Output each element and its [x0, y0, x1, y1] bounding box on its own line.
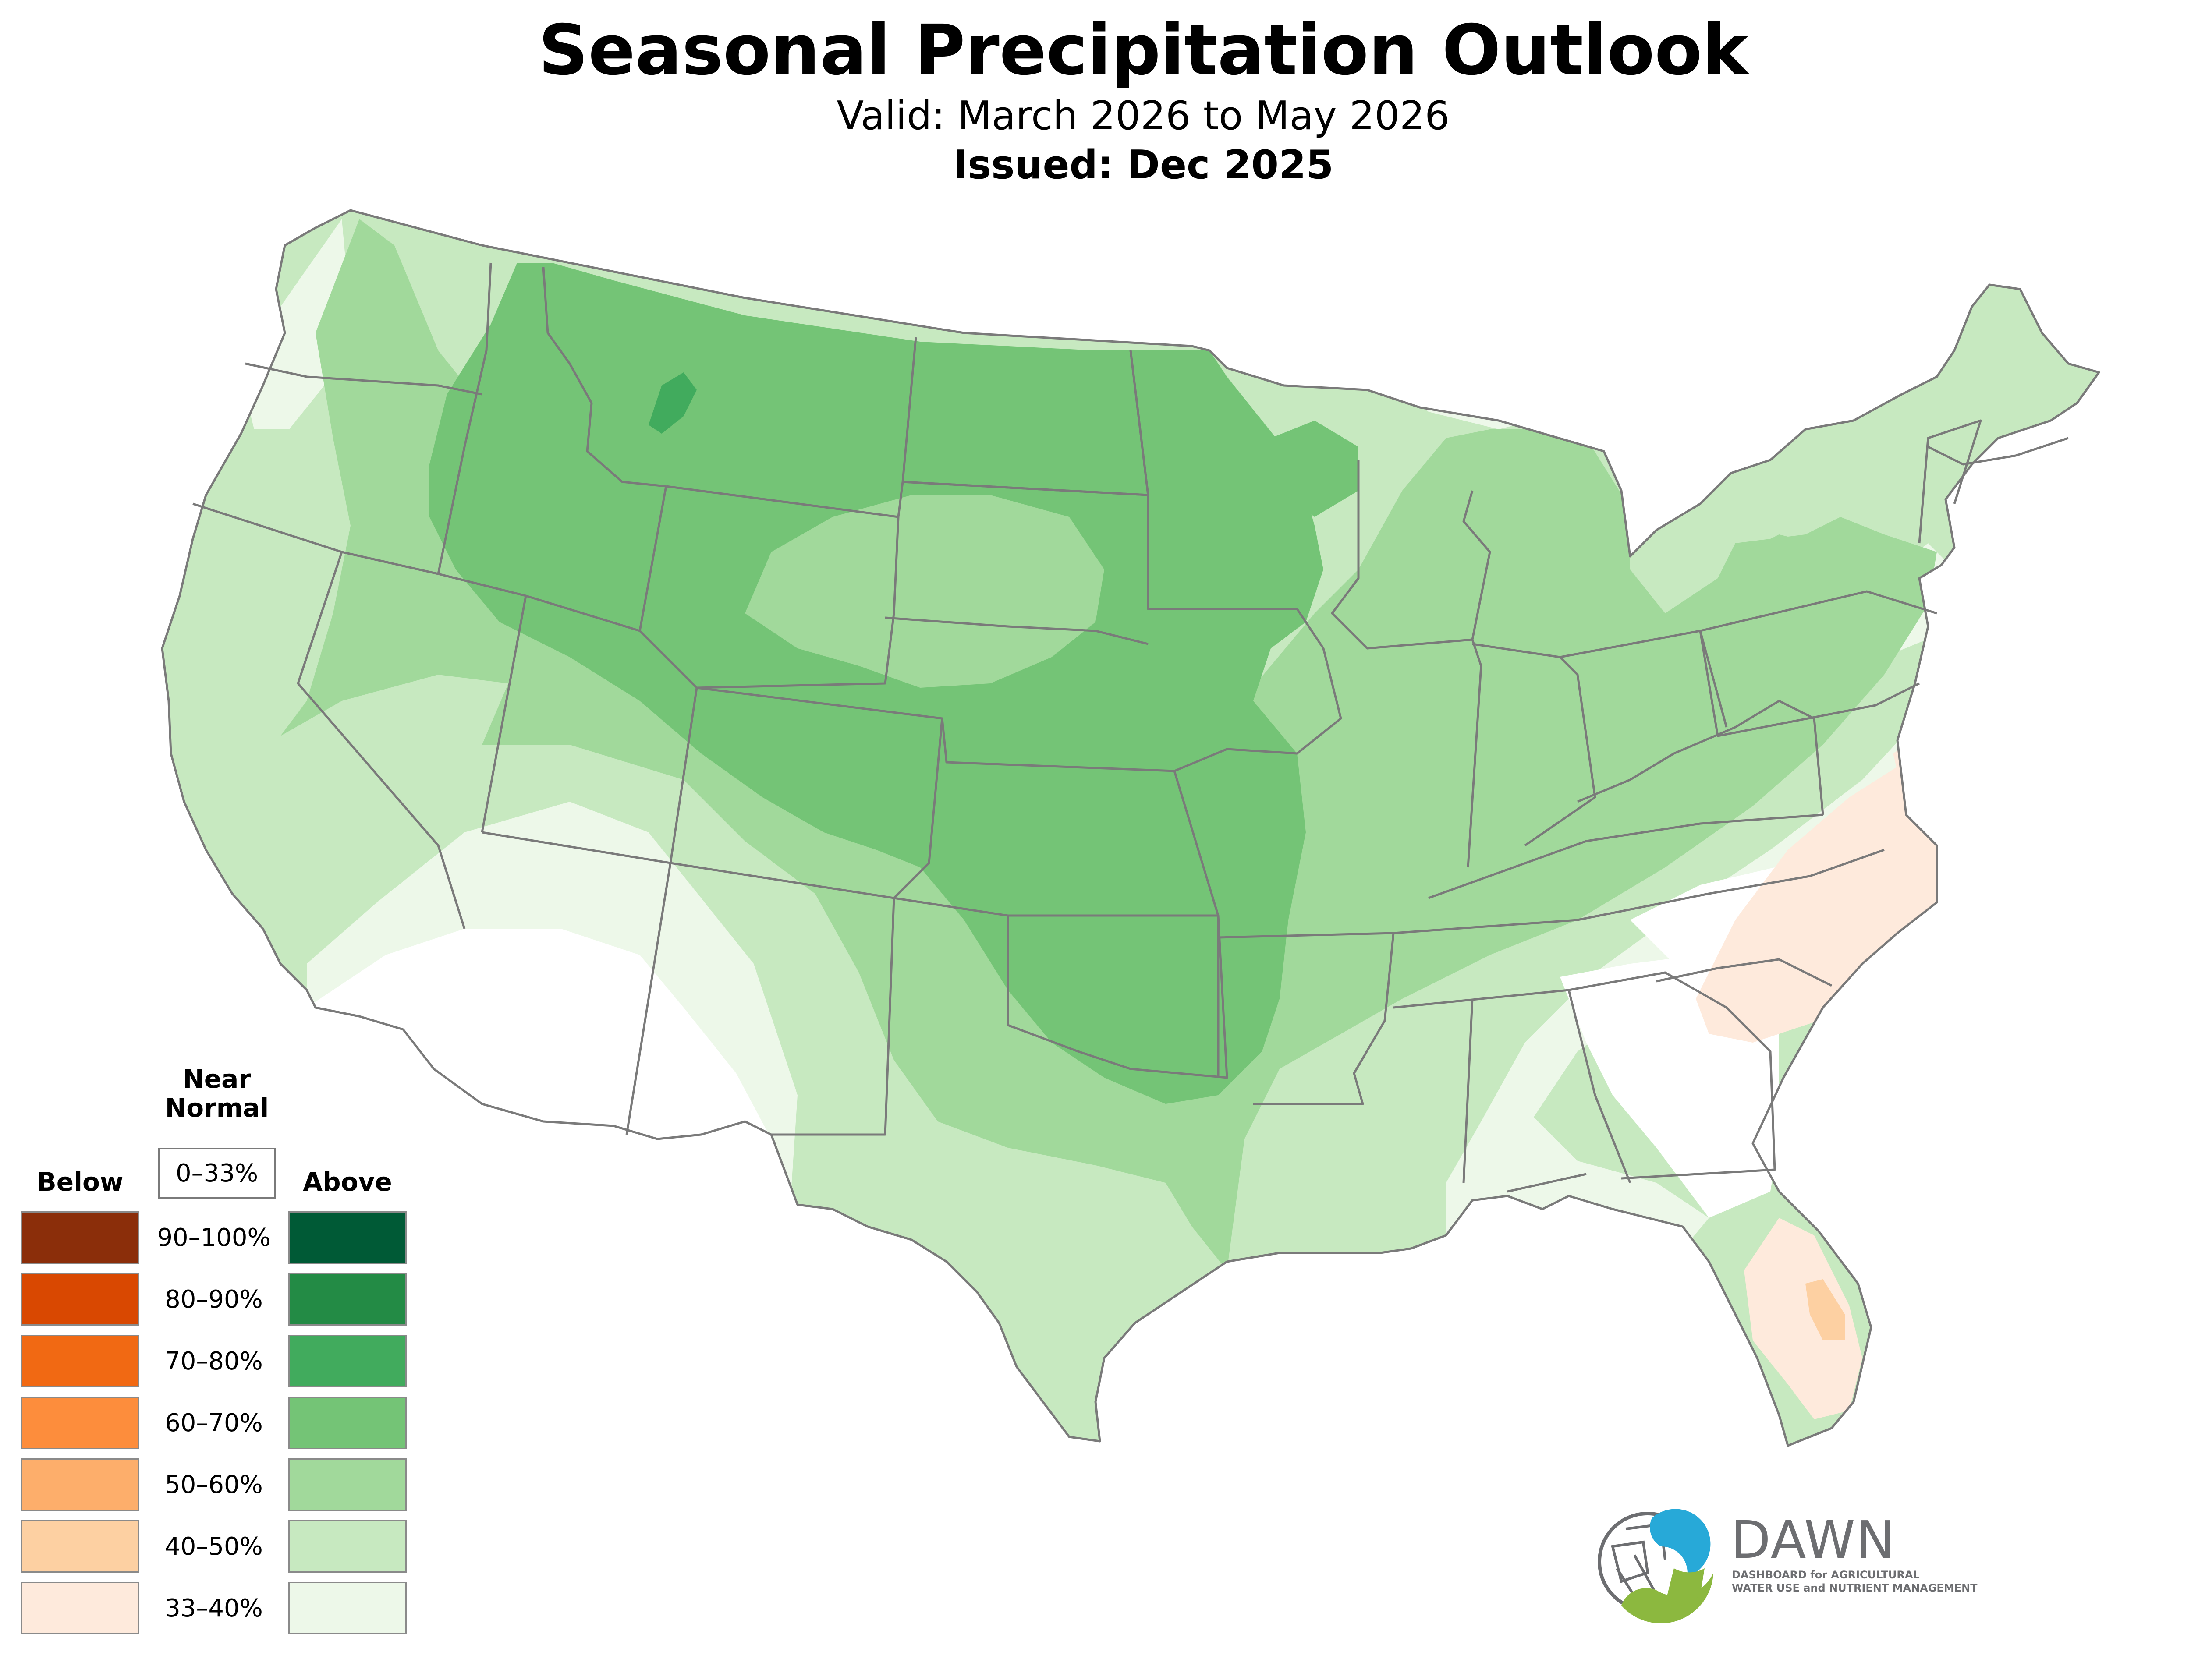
- border-idaho: [437, 262, 526, 597]
- border-va-wv: [1577, 700, 1824, 815]
- legend-swatch-above: [288, 1582, 407, 1634]
- legend-swatch-above: [288, 1397, 407, 1449]
- border-ut-co: [525, 594, 698, 863]
- border-nd-sd: [902, 481, 1149, 496]
- legend-swatch-below: [21, 1458, 139, 1511]
- legend-row: 60–70%: [21, 1397, 407, 1449]
- legend-swatch-below: [21, 1211, 139, 1264]
- dawn-logo: DAWN DASHBOARD for AGRICULTURAL WATER US…: [1595, 1494, 2033, 1625]
- border-mt-wy-id: [542, 267, 667, 488]
- border-nv-ut: [481, 595, 527, 833]
- legend-range-label: 60–70%: [165, 1408, 263, 1437]
- border-sd-ne: [885, 616, 1149, 645]
- legend-row: 40–50%: [21, 1520, 407, 1573]
- border-sc: [1656, 958, 1833, 987]
- border-wy: [638, 485, 900, 689]
- border-ga-fl: [1568, 971, 1776, 1180]
- legend-swatch-above: [288, 1520, 407, 1573]
- legend-row: 33–40%: [21, 1582, 407, 1634]
- border-nm-tx: [771, 898, 895, 1136]
- zone-below-33-40-carolinas: [1696, 745, 1959, 1043]
- legend-swatch-below: [21, 1520, 139, 1573]
- zone-below-33-40-florida: [1744, 1218, 1862, 1419]
- legend-swatch-below: [21, 1273, 139, 1326]
- dawn-logo-tagline-2: WATER USE and NUTRIENT MANAGEMENT: [1732, 1582, 1978, 1594]
- zone-above-70-80-montana: [649, 372, 697, 434]
- legend-range-label: 80–90%: [165, 1285, 263, 1314]
- zone-below-40-50-florida: [1805, 1279, 1845, 1340]
- legend-row: 80–90%: [21, 1273, 407, 1326]
- legend-swatch-below: [21, 1397, 139, 1449]
- zone-above-50-60-northeast: [1744, 534, 1814, 596]
- border-ne-co-ks: [696, 686, 1175, 772]
- legend-range-label: 40–50%: [165, 1532, 263, 1561]
- border-tn-ky-nc: [1393, 813, 1885, 934]
- border-ar-la: [1218, 932, 1395, 1105]
- legend-near-range: 0–33%: [175, 1159, 259, 1188]
- border-tx-ok: [1007, 915, 1228, 1079]
- issued-date: Issued: Dec 2025: [953, 142, 1334, 188]
- state-borders: [162, 210, 2099, 1446]
- legend-row: 50–60%: [21, 1458, 407, 1511]
- legend-range-label: 90–100%: [157, 1223, 271, 1252]
- legend-near-normal-box: 0–33%: [158, 1148, 276, 1199]
- legend-swatch-below: [21, 1582, 139, 1634]
- legend-swatch-below: [21, 1335, 139, 1387]
- outlook-shading: [162, 210, 2099, 1446]
- legend-near-line2: Normal: [165, 1093, 269, 1123]
- border-or-wa: [245, 362, 482, 396]
- map-title: Seasonal Precipitation Outlook: [538, 10, 1748, 91]
- border-ms-al: [1393, 989, 1631, 1193]
- border-mn-ia-mo: [1129, 350, 1342, 1078]
- border-mi-oh-pa: [1462, 490, 1937, 737]
- legend-swatch-above: [288, 1458, 407, 1511]
- border-ca-nv: [297, 552, 466, 929]
- border-ny-ne: [1918, 419, 2069, 544]
- valid-period: Valid: March 2026 to May 2026: [837, 93, 1450, 139]
- dawn-logo-icon: [1598, 1509, 1713, 1623]
- zone-above-50-60-plains: [280, 219, 1937, 1270]
- legend-swatch-above: [288, 1211, 407, 1264]
- legend-below-label: Below: [37, 1167, 124, 1197]
- legend-swatch-above: [288, 1335, 407, 1387]
- legend-range-label: 50–60%: [165, 1470, 263, 1499]
- legend-range-label: 70–80%: [165, 1347, 263, 1376]
- dawn-logo-tagline-1: DASHBOARD for AGRICULTURAL: [1732, 1569, 1920, 1581]
- legend-row: 70–80%: [21, 1335, 407, 1387]
- legend-near-label: Near Normal: [158, 1065, 276, 1122]
- zone-above-50-60-central-plains: [745, 495, 1104, 688]
- legend-swatch-above: [288, 1273, 407, 1326]
- legend-row: 90–100%: [21, 1211, 407, 1264]
- zone-above-60-70-wisconsin: [1271, 421, 1358, 517]
- legend-range-label: 33–40%: [165, 1594, 263, 1623]
- dawn-logo-name: DAWN: [1731, 1510, 1896, 1570]
- legend-above-label: Above: [303, 1167, 392, 1197]
- legend-near-line1: Near: [183, 1064, 251, 1094]
